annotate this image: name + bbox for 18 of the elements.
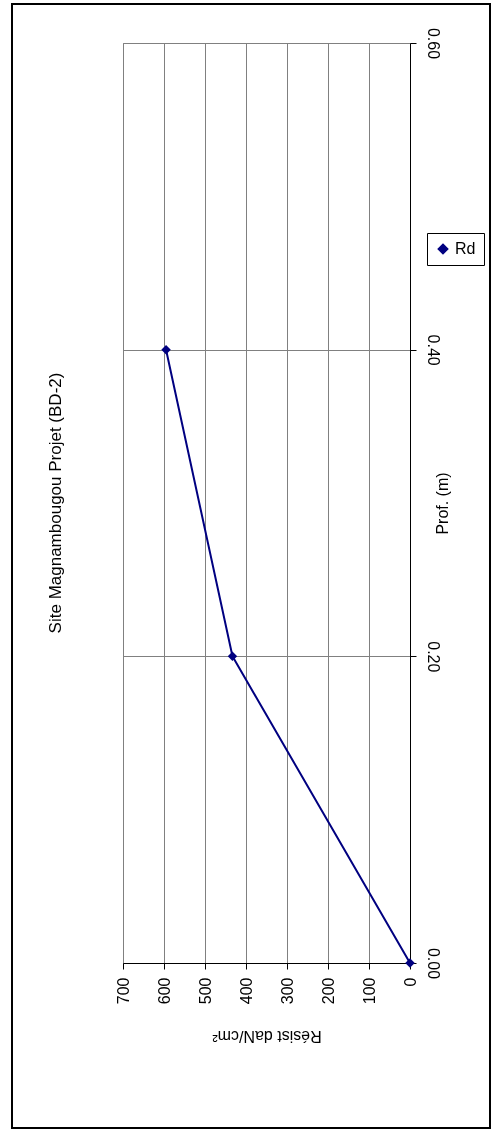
x-tick-label: 700 [114, 977, 132, 1005]
y-tick-label: 0.60 [424, 27, 442, 60]
x-tick-label: 200 [319, 977, 337, 1005]
text: Site Magnambougou Projet (BD-2) [46, 372, 65, 634]
x-tick-label: 400 [237, 977, 255, 1005]
legend-label: Rd [455, 240, 476, 257]
point [161, 344, 171, 355]
x-tick-label: 100 [360, 977, 378, 1005]
y-tick-label: 0.40 [424, 334, 442, 366]
x-axis-title: Résist daN/cm² [211, 1028, 322, 1046]
x-tick-label: 300 [278, 977, 296, 1005]
y-axis-title: Prof. (m) [433, 472, 451, 535]
y-tick-label: 0.00 [424, 947, 442, 980]
x-tick-label: 600 [155, 977, 173, 1005]
point [227, 651, 238, 662]
x-tick-label: 0 [401, 977, 419, 987]
y-tick-label: 0.20 [424, 641, 442, 673]
x-tick-label: 500 [196, 977, 214, 1005]
